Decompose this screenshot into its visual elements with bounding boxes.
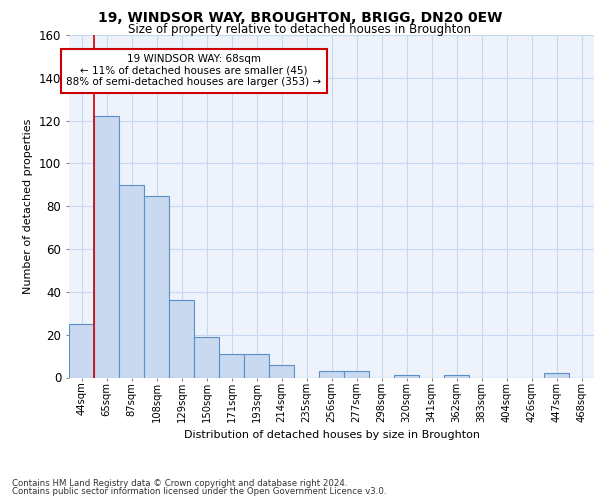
- Bar: [444, 376, 469, 378]
- Bar: [119, 185, 144, 378]
- X-axis label: Distribution of detached houses by size in Broughton: Distribution of detached houses by size …: [184, 430, 479, 440]
- Bar: [244, 354, 269, 378]
- Text: Contains HM Land Registry data © Crown copyright and database right 2024.: Contains HM Land Registry data © Crown c…: [12, 478, 347, 488]
- Bar: [144, 196, 169, 378]
- Bar: [269, 364, 294, 378]
- Text: Contains public sector information licensed under the Open Government Licence v3: Contains public sector information licen…: [12, 487, 386, 496]
- Text: 19 WINDSOR WAY: 68sqm
← 11% of detached houses are smaller (45)
88% of semi-deta: 19 WINDSOR WAY: 68sqm ← 11% of detached …: [67, 54, 322, 88]
- Bar: [69, 324, 94, 378]
- Text: Size of property relative to detached houses in Broughton: Size of property relative to detached ho…: [128, 22, 472, 36]
- Bar: [219, 354, 244, 378]
- Bar: [344, 371, 369, 378]
- Text: 19, WINDSOR WAY, BROUGHTON, BRIGG, DN20 0EW: 19, WINDSOR WAY, BROUGHTON, BRIGG, DN20 …: [98, 11, 502, 25]
- Bar: [394, 376, 419, 378]
- Bar: [94, 116, 119, 378]
- Y-axis label: Number of detached properties: Number of detached properties: [23, 118, 34, 294]
- Bar: [169, 300, 194, 378]
- Bar: [544, 373, 569, 378]
- Bar: [194, 337, 219, 378]
- Bar: [319, 371, 344, 378]
